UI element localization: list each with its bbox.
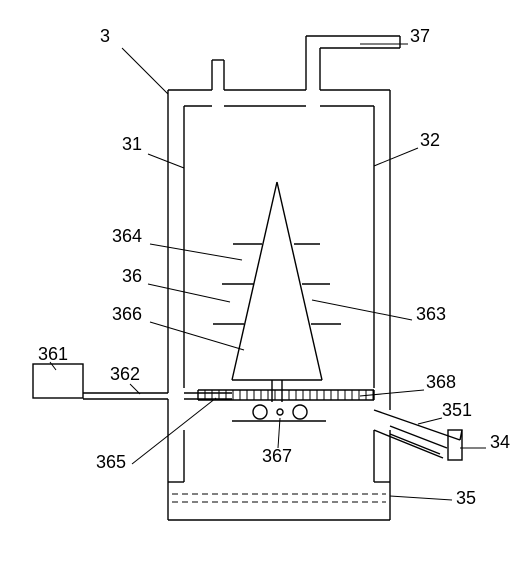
label-35: 35 — [456, 488, 476, 508]
label-362: 362 — [110, 364, 140, 384]
label-366: 366 — [112, 304, 142, 324]
label-368: 368 — [426, 372, 456, 392]
label-367: 367 — [262, 446, 292, 466]
label-36: 36 — [122, 266, 142, 286]
label-37: 37 — [410, 26, 430, 46]
label-365: 365 — [96, 452, 126, 472]
label-32: 32 — [420, 130, 440, 150]
label-3: 3 — [100, 26, 110, 46]
label-363: 363 — [416, 304, 446, 324]
label-351: 351 — [442, 400, 472, 420]
label-364: 364 — [112, 226, 142, 246]
technical-diagram: 3 31 32 34 35 36 37 351 361 362 363 364 365 366 367 368 — [0, 0, 525, 572]
label-34: 34 — [490, 432, 510, 452]
label-361: 361 — [38, 344, 68, 364]
label-31: 31 — [122, 134, 142, 154]
